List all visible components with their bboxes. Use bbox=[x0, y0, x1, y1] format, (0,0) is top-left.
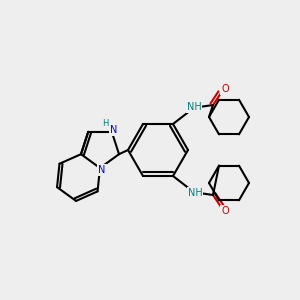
Text: NH: NH bbox=[187, 102, 201, 112]
Text: H: H bbox=[103, 119, 109, 128]
Text: O: O bbox=[221, 84, 229, 94]
Text: O: O bbox=[221, 206, 229, 216]
Text: N: N bbox=[110, 125, 117, 135]
Text: NH: NH bbox=[188, 188, 202, 198]
Text: N: N bbox=[98, 165, 106, 175]
